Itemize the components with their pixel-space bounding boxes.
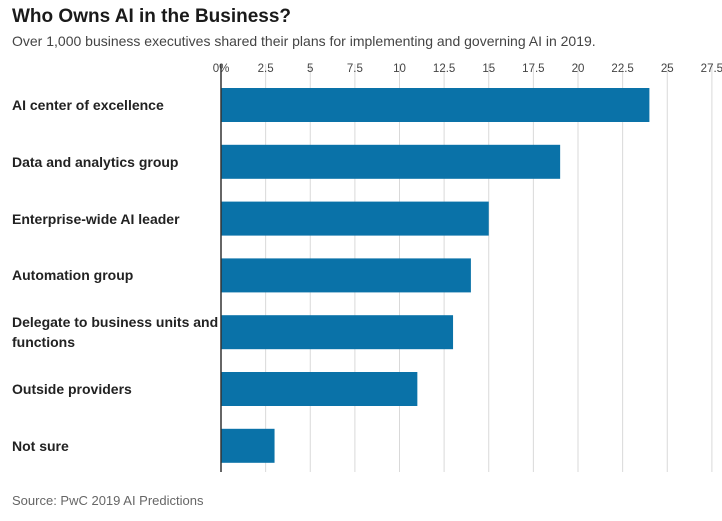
category-label: Not sure	[12, 437, 69, 454]
tick-label: 27.5	[701, 63, 722, 75]
tick-label: 2.5	[258, 63, 274, 75]
category-label: Enterprise-wide AI leader	[12, 210, 180, 227]
category-label: Outside providers	[12, 381, 132, 397]
bar	[221, 201, 489, 236]
category-label: Delegate to business units and functions	[12, 314, 219, 351]
tick-label: 17.5	[522, 63, 544, 75]
bar	[221, 315, 454, 350]
chart-title: Who Owns AI in the Business?	[12, 6, 292, 27]
tick-label: 10	[393, 63, 406, 75]
tick-label: 20	[572, 63, 585, 75]
bar	[221, 258, 471, 293]
tick-label: 22.5	[611, 63, 633, 75]
bar	[221, 372, 418, 406]
tick-label: 12.5	[433, 63, 455, 75]
bar	[221, 428, 275, 463]
bar	[221, 88, 650, 122]
category-label: AI center of excellence	[12, 97, 164, 113]
tick-label: 5	[307, 63, 313, 75]
tick-label: 15	[482, 63, 495, 75]
tick-label: 7.5	[347, 63, 363, 75]
bar	[221, 144, 561, 179]
category-label: Automation group	[12, 267, 134, 284]
chart-subtitle: Over 1,000 business executives shared th…	[12, 33, 596, 49]
category-label: Data and analytics group	[12, 153, 179, 170]
tick-label: 25	[661, 63, 674, 75]
source-note: Source: PwC 2019 AI Predictions	[12, 493, 204, 508]
